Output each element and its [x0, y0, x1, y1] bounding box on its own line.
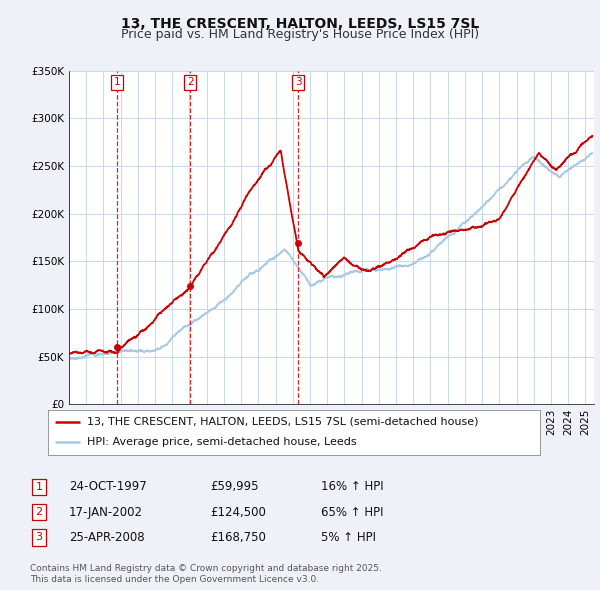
Text: £59,995: £59,995: [210, 480, 259, 493]
Text: 3: 3: [35, 533, 43, 542]
Text: 3: 3: [295, 77, 302, 87]
Text: 13, THE CRESCENT, HALTON, LEEDS, LS15 7SL (semi-detached house): 13, THE CRESCENT, HALTON, LEEDS, LS15 7S…: [88, 417, 479, 427]
Text: Price paid vs. HM Land Registry's House Price Index (HPI): Price paid vs. HM Land Registry's House …: [121, 28, 479, 41]
Text: HPI: Average price, semi-detached house, Leeds: HPI: Average price, semi-detached house,…: [88, 437, 357, 447]
Text: 5% ↑ HPI: 5% ↑ HPI: [321, 531, 376, 544]
Text: 17-JAN-2002: 17-JAN-2002: [69, 506, 143, 519]
Text: 25-APR-2008: 25-APR-2008: [69, 531, 145, 544]
Text: 1: 1: [114, 77, 121, 87]
Text: 2: 2: [35, 507, 43, 517]
Text: This data is licensed under the Open Government Licence v3.0.: This data is licensed under the Open Gov…: [30, 575, 319, 584]
Text: 16% ↑ HPI: 16% ↑ HPI: [321, 480, 383, 493]
Text: 2: 2: [187, 77, 193, 87]
Text: £168,750: £168,750: [210, 531, 266, 544]
Text: 65% ↑ HPI: 65% ↑ HPI: [321, 506, 383, 519]
Text: £124,500: £124,500: [210, 506, 266, 519]
Text: 24-OCT-1997: 24-OCT-1997: [69, 480, 147, 493]
Text: 13, THE CRESCENT, HALTON, LEEDS, LS15 7SL: 13, THE CRESCENT, HALTON, LEEDS, LS15 7S…: [121, 17, 479, 31]
Text: 1: 1: [35, 482, 43, 491]
Text: Contains HM Land Registry data © Crown copyright and database right 2025.: Contains HM Land Registry data © Crown c…: [30, 565, 382, 573]
